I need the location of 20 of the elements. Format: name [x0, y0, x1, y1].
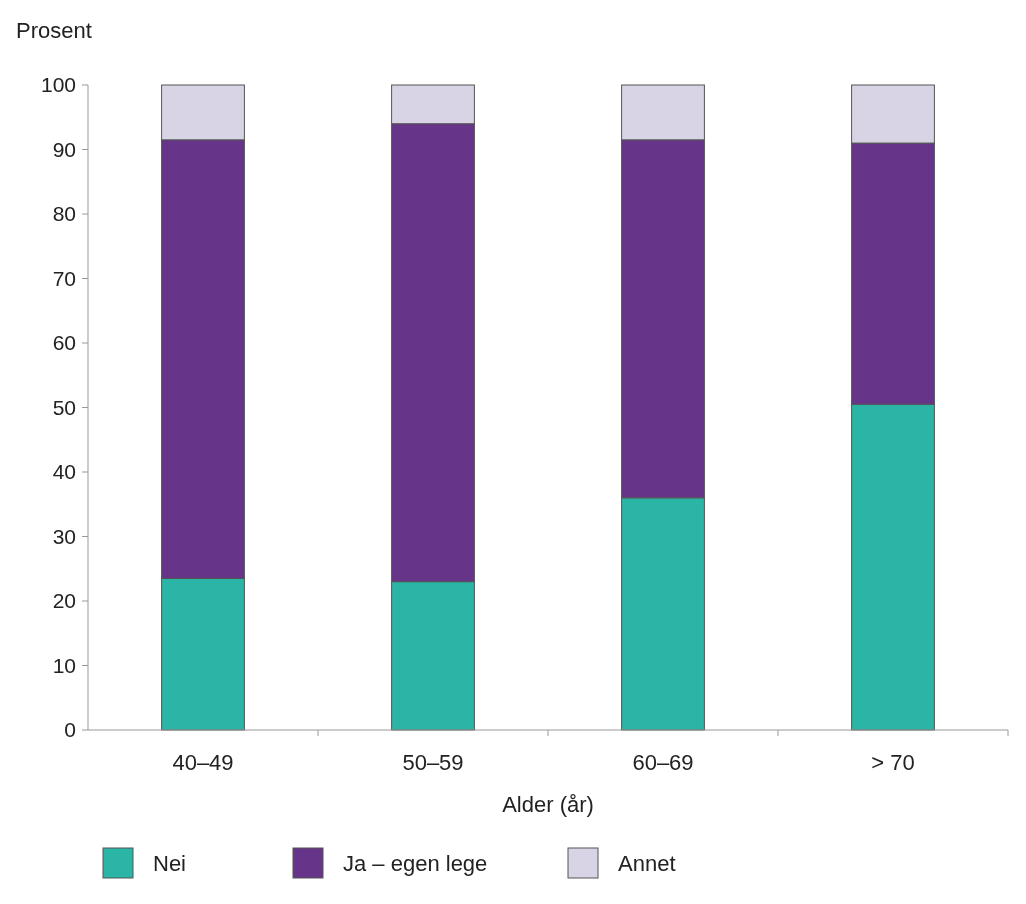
legend-label: Nei: [153, 850, 187, 876]
y-tick-label: 50: [52, 395, 76, 419]
y-tick-label: 100: [40, 73, 76, 97]
legend-label: Annet: [618, 850, 676, 876]
x-tick-label: 60–69: [632, 750, 694, 775]
y-tick-label: 90: [52, 137, 76, 161]
y-tick-label: 80: [52, 202, 76, 226]
y-axis-title: Prosent: [16, 18, 92, 43]
y-tick-label: 20: [52, 589, 76, 613]
y-tick-label: 10: [52, 653, 76, 677]
x-tick-label: 40–49: [172, 750, 234, 775]
y-tick-label: 40: [52, 460, 76, 484]
y-tick-label: 70: [52, 266, 76, 290]
y-tick-label: 60: [52, 331, 76, 355]
y-tick-label: 30: [52, 524, 76, 548]
legend-label: Ja – egen lege: [343, 850, 488, 876]
x-tick-label: 50–59: [402, 750, 464, 775]
y-tick-label: 0: [64, 718, 76, 742]
x-axis-title: Alder (år): [502, 792, 594, 817]
x-tick-label: > 70: [871, 750, 915, 775]
